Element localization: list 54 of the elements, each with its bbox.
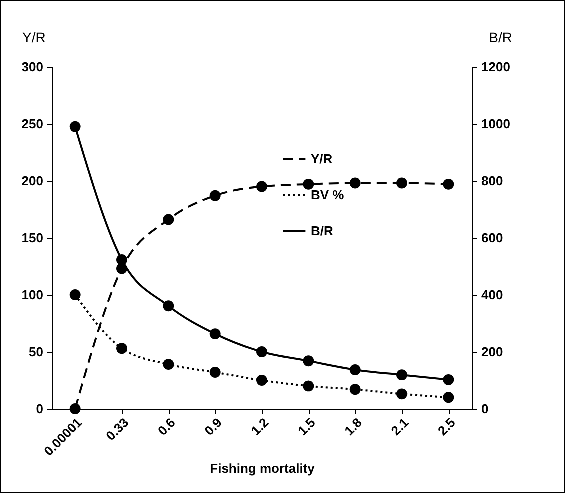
point: [70, 290, 81, 300]
y-tick-label: 150: [22, 230, 44, 246]
point: [210, 367, 221, 378]
y2-tick-label: 800: [482, 174, 504, 188]
x-axis-title: Fishing mortality: [210, 460, 316, 476]
point: [210, 190, 221, 202]
x-tick-label: 1.5: [294, 415, 318, 438]
point: [116, 343, 128, 354]
y-tick-label: 250: [22, 116, 44, 132]
x-tick-label: 0.9: [202, 415, 226, 438]
point: [350, 364, 361, 376]
point: [303, 356, 314, 367]
point: [70, 404, 81, 414]
point: [163, 300, 174, 312]
point: [210, 328, 221, 340]
point: [443, 392, 454, 404]
point: [443, 178, 454, 190]
y2-tick-label: 200: [482, 344, 504, 360]
point: [350, 384, 361, 396]
point: [256, 375, 268, 386]
y-axis-title: Y/R: [22, 30, 46, 46]
x-tick-label: 2.5: [434, 415, 458, 438]
y2-tick-label: 0: [482, 402, 489, 416]
point: [303, 178, 314, 190]
y2-tick-label: 1200: [482, 60, 510, 74]
point: [396, 388, 408, 400]
point: [256, 181, 268, 192]
point: [163, 359, 174, 370]
point: [256, 346, 268, 358]
x-tick-label: 2.1: [388, 415, 412, 438]
x-tick-label: 0.33: [103, 415, 132, 444]
y-tick-label: 200: [22, 174, 44, 188]
x-tick-label: 1.2: [248, 415, 272, 438]
point: [303, 380, 314, 392]
legend-label: B/R: [311, 224, 334, 238]
point: [396, 178, 408, 189]
point: [396, 370, 408, 381]
y2-tick-label: 400: [482, 288, 504, 302]
y2-tick-label: 1000: [482, 116, 510, 132]
y2-axis-title: B/R: [489, 30, 512, 46]
point: [116, 254, 128, 266]
y-tick-label: 50: [29, 344, 44, 360]
y-tick-label: 300: [22, 60, 44, 74]
x-tick-label: 0.6: [154, 415, 178, 438]
y-tick-label: 100: [22, 288, 44, 302]
x-tick-label: 1.8: [342, 415, 366, 438]
y2-tick-label: 600: [482, 230, 504, 246]
point: [443, 374, 454, 386]
legend-label: BV %: [311, 188, 345, 202]
point: [350, 178, 361, 189]
y-tick-label: 0: [36, 402, 44, 416]
point: [163, 214, 174, 226]
point: [70, 121, 81, 132]
legend-label: Y/R: [311, 152, 334, 166]
